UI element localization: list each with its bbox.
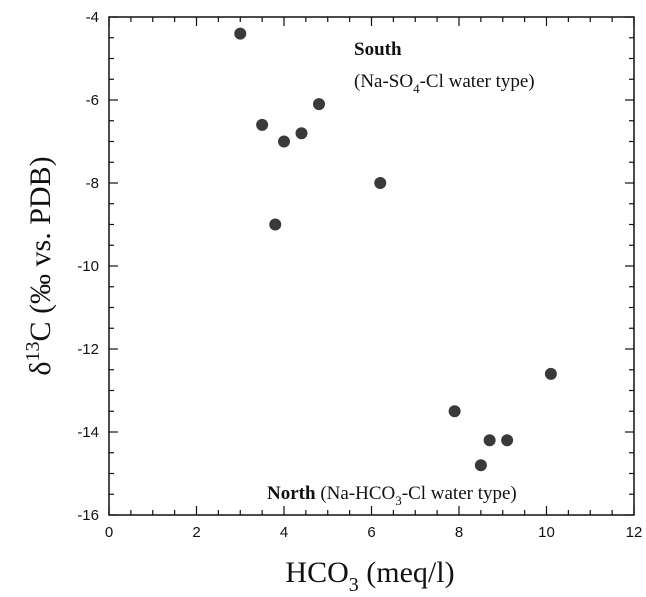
annotation-north-post: -Cl water type) xyxy=(402,483,517,504)
data-point xyxy=(269,218,282,231)
y-tick-label: -6 xyxy=(86,92,99,109)
x-axis-title-sub: 3 xyxy=(349,574,359,596)
axis-tick-labels: 0 2 4 6 8 10 12 -16 -14 -12 -10 -8 -6 -4 xyxy=(77,9,642,541)
x-tick-label: 12 xyxy=(626,524,643,541)
y-tick-label: -12 xyxy=(77,341,99,358)
annotation-north: North (Na-HCO3-Cl water type) xyxy=(267,483,517,508)
x-tick-label: 6 xyxy=(367,524,375,541)
annotation-south: South xyxy=(354,39,402,60)
y-axis-title-rest: C (‰ vs. PDB) xyxy=(24,156,57,341)
annotation-south-post: -Cl water type) xyxy=(420,71,535,92)
data-point xyxy=(374,177,387,189)
y-tick-label: -4 xyxy=(86,9,99,26)
x-tick-label: 10 xyxy=(538,524,555,541)
data-point xyxy=(234,27,247,40)
annotation-north-sub: 3 xyxy=(395,493,402,508)
y-axis-title-delta: δ xyxy=(24,361,57,375)
x-axis-title-rest: (meq/l) xyxy=(359,556,455,589)
y-tick-label: -14 xyxy=(77,424,99,441)
y-axis-title-sup: 13 xyxy=(22,341,44,361)
x-tick-label: 4 xyxy=(280,524,288,541)
axis-ticks xyxy=(108,16,635,516)
y-tick-label: -8 xyxy=(86,175,99,192)
annotation-north-pre: (Na-HCO xyxy=(316,483,396,504)
data-point xyxy=(544,367,557,380)
x-axis-title: HCO3 (meq/l) xyxy=(285,556,454,596)
x-tick-label: 8 xyxy=(455,524,463,541)
x-axis-title-main: HCO xyxy=(285,556,348,589)
annotation-south-detail: (Na-SO4-Cl water type) xyxy=(354,71,535,96)
y-tick-label: -10 xyxy=(77,258,99,275)
annotation-north-bold: North xyxy=(267,483,316,504)
data-point xyxy=(448,405,461,418)
data-point xyxy=(313,98,325,111)
x-tick-label: 0 xyxy=(105,524,113,541)
y-axis-title: δ13C (‰ vs. PDB) xyxy=(22,156,57,375)
data-point xyxy=(501,434,514,447)
x-tick-label: 2 xyxy=(192,524,200,541)
data-point xyxy=(483,434,496,447)
data-point xyxy=(474,459,487,472)
annotation-south-pre: (Na-SO xyxy=(354,71,413,92)
data-point xyxy=(295,127,308,140)
data-point xyxy=(278,135,290,148)
annotation-south-sub: 4 xyxy=(413,81,420,96)
data-points xyxy=(234,27,557,472)
annotation-south-bold: South xyxy=(354,39,402,60)
data-point xyxy=(256,118,269,131)
y-tick-label: -16 xyxy=(77,507,99,524)
